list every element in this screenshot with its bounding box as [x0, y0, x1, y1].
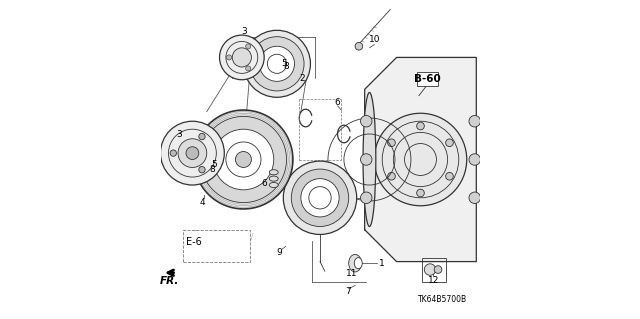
Circle shape: [250, 37, 304, 91]
FancyBboxPatch shape: [417, 72, 438, 86]
Circle shape: [170, 150, 177, 156]
Circle shape: [246, 66, 251, 71]
Text: E-6: E-6: [186, 237, 202, 248]
Text: 6: 6: [335, 98, 340, 107]
Text: TK64B5700B: TK64B5700B: [419, 295, 467, 304]
Text: 11: 11: [346, 269, 358, 278]
Bar: [183, 230, 250, 262]
Circle shape: [469, 154, 481, 165]
Circle shape: [186, 147, 199, 160]
Circle shape: [355, 42, 363, 50]
Text: 2: 2: [299, 74, 305, 83]
Circle shape: [259, 46, 294, 81]
Ellipse shape: [355, 258, 362, 269]
Circle shape: [232, 48, 252, 67]
Text: 9: 9: [276, 248, 282, 257]
Circle shape: [388, 139, 396, 147]
Circle shape: [199, 133, 205, 140]
Ellipse shape: [349, 255, 362, 272]
Circle shape: [417, 122, 424, 130]
Circle shape: [469, 192, 481, 204]
Text: 10: 10: [369, 35, 380, 44]
Ellipse shape: [363, 93, 376, 226]
Text: 1: 1: [379, 259, 385, 268]
Circle shape: [161, 121, 224, 185]
Circle shape: [236, 152, 252, 167]
Circle shape: [213, 129, 274, 190]
Circle shape: [200, 116, 287, 203]
Circle shape: [417, 189, 424, 197]
Text: 5: 5: [282, 59, 287, 68]
Bar: [422, 258, 446, 282]
Text: B-60: B-60: [414, 74, 441, 84]
Circle shape: [360, 154, 372, 165]
Text: 8: 8: [210, 165, 216, 174]
Circle shape: [388, 172, 396, 180]
Circle shape: [291, 169, 349, 226]
Text: 6: 6: [261, 179, 267, 188]
Circle shape: [178, 139, 207, 167]
Circle shape: [445, 172, 453, 180]
Circle shape: [301, 179, 339, 217]
Circle shape: [469, 115, 481, 127]
Text: 12: 12: [428, 276, 440, 285]
Circle shape: [227, 55, 232, 60]
Text: 3: 3: [176, 130, 182, 139]
Circle shape: [220, 35, 264, 80]
Circle shape: [360, 192, 372, 204]
Circle shape: [199, 167, 205, 173]
Text: 5: 5: [211, 160, 217, 169]
Ellipse shape: [269, 176, 278, 181]
Ellipse shape: [269, 182, 278, 188]
Circle shape: [434, 266, 442, 273]
FancyArrowPatch shape: [200, 240, 205, 245]
Ellipse shape: [269, 170, 278, 175]
Text: 4: 4: [199, 198, 205, 207]
Circle shape: [445, 139, 453, 147]
Circle shape: [424, 264, 436, 275]
Polygon shape: [365, 57, 476, 262]
Text: 7: 7: [345, 287, 351, 296]
Circle shape: [360, 115, 372, 127]
Text: 3: 3: [241, 27, 247, 36]
Circle shape: [194, 110, 293, 209]
Text: 8: 8: [283, 62, 289, 70]
Circle shape: [284, 161, 356, 234]
Circle shape: [374, 113, 467, 206]
Circle shape: [246, 44, 251, 49]
Text: FR.: FR.: [160, 276, 179, 286]
Circle shape: [243, 30, 310, 97]
